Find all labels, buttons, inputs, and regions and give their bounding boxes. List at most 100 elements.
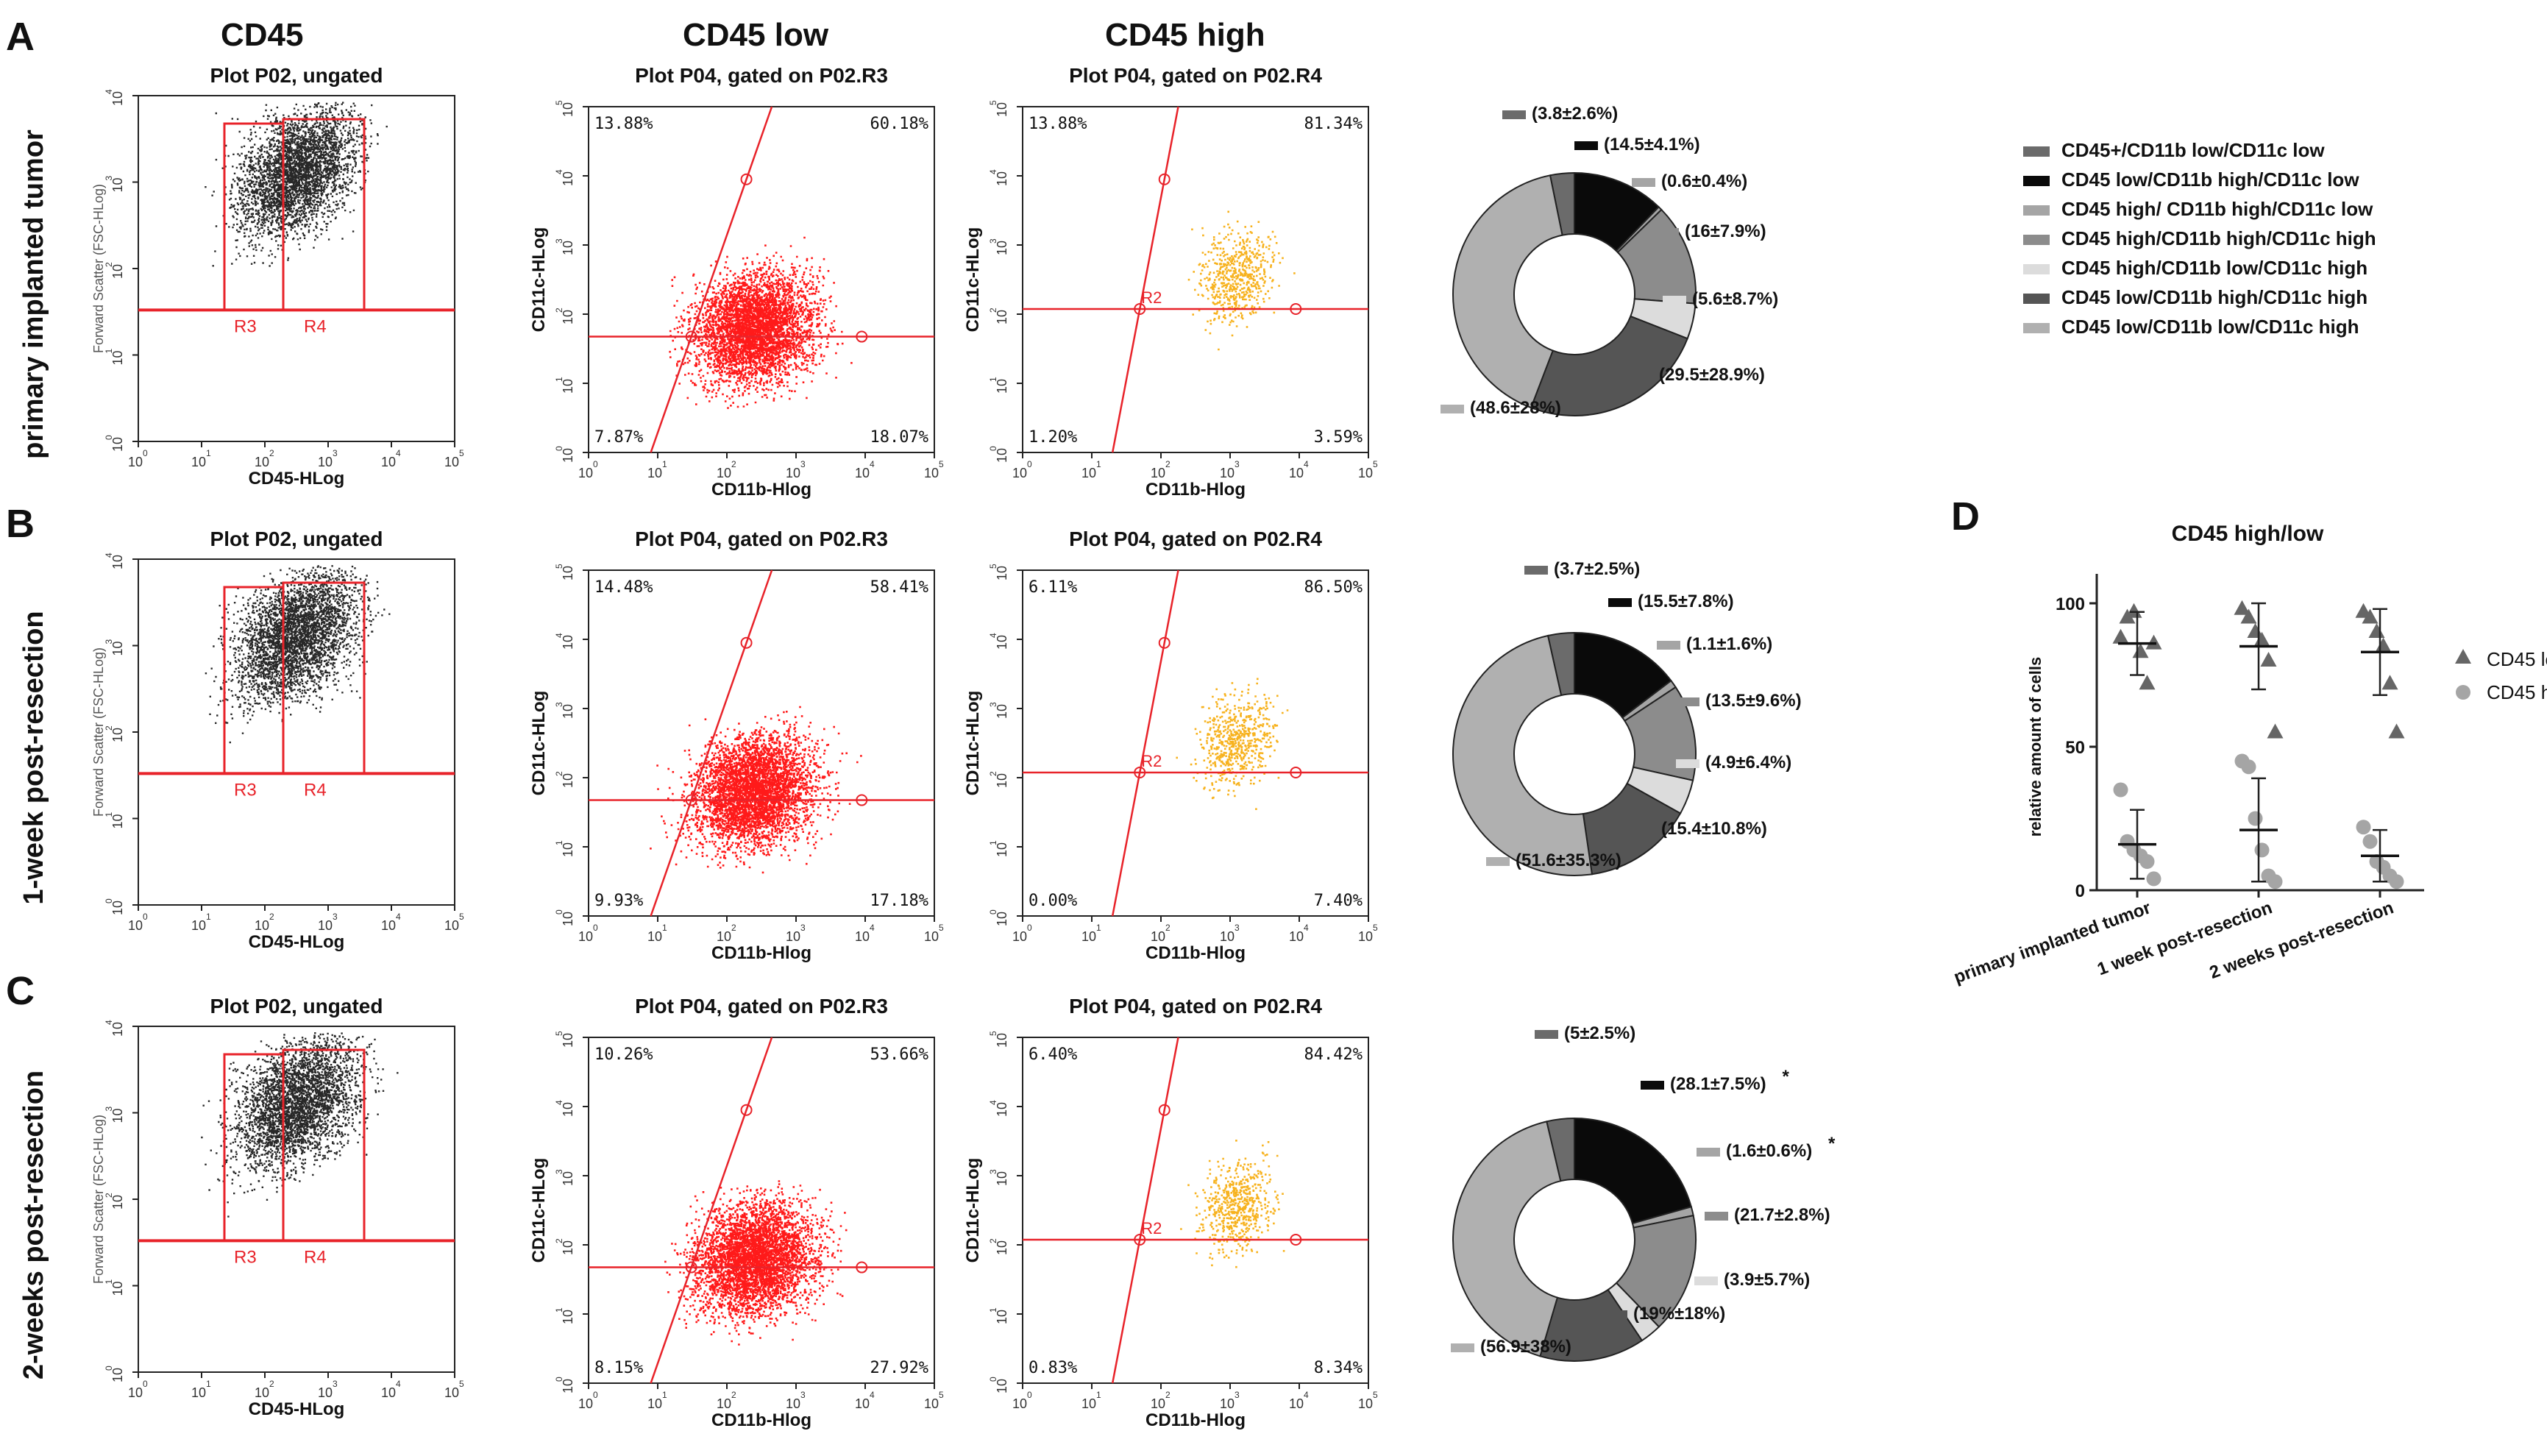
plot-title-ungated: Plot P02, ungated bbox=[210, 64, 383, 87]
ungated-y-tick-exp: 3 bbox=[104, 639, 114, 644]
panel-letter: A bbox=[6, 15, 35, 59]
quad-high-x-tick-exp: 3 bbox=[1235, 459, 1240, 469]
legend-swatch bbox=[2023, 294, 2050, 304]
quad-high-x-tick-exp: 0 bbox=[1027, 1390, 1032, 1400]
quadrant-diagonal-gate bbox=[650, 106, 773, 453]
quad-high-y-tick-label: 10 bbox=[995, 1379, 1009, 1393]
ungated-x-tick-label: 10 bbox=[444, 918, 459, 933]
quad-high-x-tick-label: 10 bbox=[1289, 929, 1304, 944]
triangle-point bbox=[2234, 600, 2251, 615]
quadrant-pct-top-left: 14.48% bbox=[594, 578, 653, 597]
donut-slice bbox=[1574, 1117, 1693, 1225]
gate-r4-box bbox=[282, 581, 366, 775]
ungated-x-tick-exp: 4 bbox=[396, 912, 401, 922]
ungated-x-tick-exp: 1 bbox=[206, 448, 211, 458]
quad-high-x-tick-label: 10 bbox=[1151, 1396, 1165, 1411]
plot-title-ungated: Plot P02, ungated bbox=[210, 528, 383, 550]
quad-low-x-axis-title: CD11b-Hlog bbox=[711, 943, 811, 963]
ungated-scatter-plot: 100101102103104105100101102103104CD45-HL… bbox=[91, 1020, 464, 1419]
legend-label-cd45-low: CD45 low bbox=[2487, 648, 2547, 670]
quadrant-pct-top-right: 60.18% bbox=[870, 115, 928, 133]
y-tick-label: 0 bbox=[2075, 881, 2085, 901]
quadrant-plot-low: 100101102103104105100101102103104105CD11… bbox=[529, 1031, 944, 1430]
gate-handle bbox=[740, 173, 753, 185]
quad-high-y-tick-label: 10 bbox=[995, 171, 1009, 186]
quad-low-y-tick-exp: 4 bbox=[554, 633, 564, 638]
plot-title-low: Plot P04, gated on P02.R3 bbox=[635, 528, 888, 550]
ungated-y-tick-exp: 0 bbox=[104, 435, 114, 440]
gate-handle bbox=[685, 1261, 697, 1274]
legend-label: CD45 high/CD11b low/CD11c high bbox=[2061, 257, 2367, 279]
quad-high-x-tick-exp: 2 bbox=[1165, 1390, 1171, 1400]
gate-handle bbox=[1134, 766, 1146, 778]
legend-label-cd45-high: CD45 high bbox=[2487, 681, 2547, 703]
ungated-y-tick-label: 10 bbox=[110, 350, 125, 365]
ungated-y-tick-label: 10 bbox=[110, 641, 125, 656]
ungated-y-tick-exp: 4 bbox=[104, 1020, 114, 1025]
quad-low-x-tick-exp: 4 bbox=[870, 923, 875, 933]
quad-low-x-tick-label: 10 bbox=[855, 466, 870, 480]
ungated-x-tick-exp: 5 bbox=[459, 1379, 464, 1389]
quadrant-dot-cloud bbox=[650, 706, 862, 874]
circle-point bbox=[2139, 854, 2155, 869]
donut-value-label: (0.6±0.4%) bbox=[1661, 171, 1747, 191]
ungated-x-tick-exp: 2 bbox=[269, 1379, 274, 1389]
ungated-x-tick-label: 10 bbox=[381, 1385, 396, 1400]
quad-high-y-tick-exp: 4 bbox=[988, 1100, 998, 1105]
donut-chart: (3.8±2.6%) (14.5±4.1%) (0.6±0.4%) (16±7.9%)… bbox=[1441, 104, 1778, 418]
donut-slice bbox=[1452, 634, 1594, 876]
quadrant-plot-high: 100101102103104105100101102103104105CD11… bbox=[963, 564, 1378, 963]
ungated-x-tick-label: 10 bbox=[191, 918, 206, 933]
panel-letter: C bbox=[6, 969, 35, 1013]
quadrant-pct-bottom-right: 3.59% bbox=[1314, 428, 1363, 447]
ungated-x-axis-title: CD45-HLog bbox=[249, 932, 345, 952]
x-tick-label: primary implanted tumor bbox=[1951, 898, 2153, 987]
donut-value-label: (28.1±7.5%) bbox=[1670, 1074, 1766, 1094]
quadrant-pct-top-left: 13.88% bbox=[594, 115, 653, 133]
quad-low-x-tick-label: 10 bbox=[717, 466, 731, 480]
quad-low-y-tick-label: 10 bbox=[561, 773, 575, 788]
ungated-y-tick-label: 10 bbox=[110, 1108, 125, 1123]
ungated-y-tick-label: 10 bbox=[110, 1281, 125, 1296]
quad-high-y-tick-label: 10 bbox=[995, 635, 1009, 650]
ungated-y-tick-label: 10 bbox=[110, 264, 125, 279]
quad-high-x-axis-title: CD11b-Hlog bbox=[1145, 1410, 1246, 1430]
donut-chart: (5±2.5%) (28.1±7.5%) * (1.6±0.6%) * (21.7±2.8… bbox=[1451, 1023, 1836, 1362]
circle-point bbox=[2254, 842, 2270, 858]
gate-r4-box bbox=[282, 1048, 366, 1242]
quad-high-x-tick-exp: 3 bbox=[1235, 923, 1240, 933]
ungated-x-axis-title: CD45-HLog bbox=[249, 469, 345, 489]
gate-handle bbox=[1290, 302, 1302, 315]
quad-low-x-tick-exp: 4 bbox=[870, 1390, 875, 1400]
quad-high-y-tick-exp: 0 bbox=[988, 446, 998, 451]
triangle-point bbox=[2368, 623, 2385, 638]
gate-handle bbox=[740, 636, 753, 649]
quad-low-y-tick-exp: 3 bbox=[554, 238, 564, 244]
quad-low-y-tick-exp: 2 bbox=[554, 1238, 564, 1243]
donut-value-label: (51.6±35.3%) bbox=[1516, 850, 1621, 870]
legend-label: CD45 low/CD11b low/CD11c high bbox=[2061, 316, 2359, 338]
quad-high-y-tick-exp: 5 bbox=[988, 100, 998, 105]
ungated-y-tick-label: 10 bbox=[110, 728, 125, 742]
quadrant-dot-cloud bbox=[669, 236, 853, 409]
quad-low-y-tick-label: 10 bbox=[561, 241, 575, 255]
legend-label: CD45+/CD11b low/CD11c low bbox=[2061, 139, 2325, 161]
quad-low-x-tick-exp: 3 bbox=[800, 1390, 806, 1400]
gate-r4-label: R4 bbox=[304, 1247, 327, 1267]
plot-title-low: Plot P04, gated on P02.R3 bbox=[635, 995, 888, 1018]
quad-low-x-tick-exp: 3 bbox=[800, 459, 806, 469]
ungated-x-tick-exp: 0 bbox=[143, 912, 148, 922]
plot-title-high: Plot P04, gated on P02.R4 bbox=[1069, 995, 1322, 1018]
quad-high-x-tick-exp: 0 bbox=[1027, 923, 1032, 933]
quad-high-x-tick-label: 10 bbox=[1220, 466, 1235, 480]
quadrant-pct-bottom-left: 0.00% bbox=[1029, 892, 1077, 910]
donut-value-label: (15.4±10.8%) bbox=[1661, 819, 1767, 839]
quadrant-pct-top-right: 81.34% bbox=[1304, 115, 1363, 133]
legend-swatch bbox=[2023, 323, 2050, 333]
donut-label-swatch bbox=[1705, 1212, 1728, 1221]
quad-high-x-axis-title: CD11b-Hlog bbox=[1145, 480, 1246, 500]
quad-high-y-tick-exp: 1 bbox=[988, 1307, 998, 1313]
ungated-y-tick-exp: 3 bbox=[104, 176, 114, 181]
gate-handle bbox=[1134, 302, 1146, 315]
